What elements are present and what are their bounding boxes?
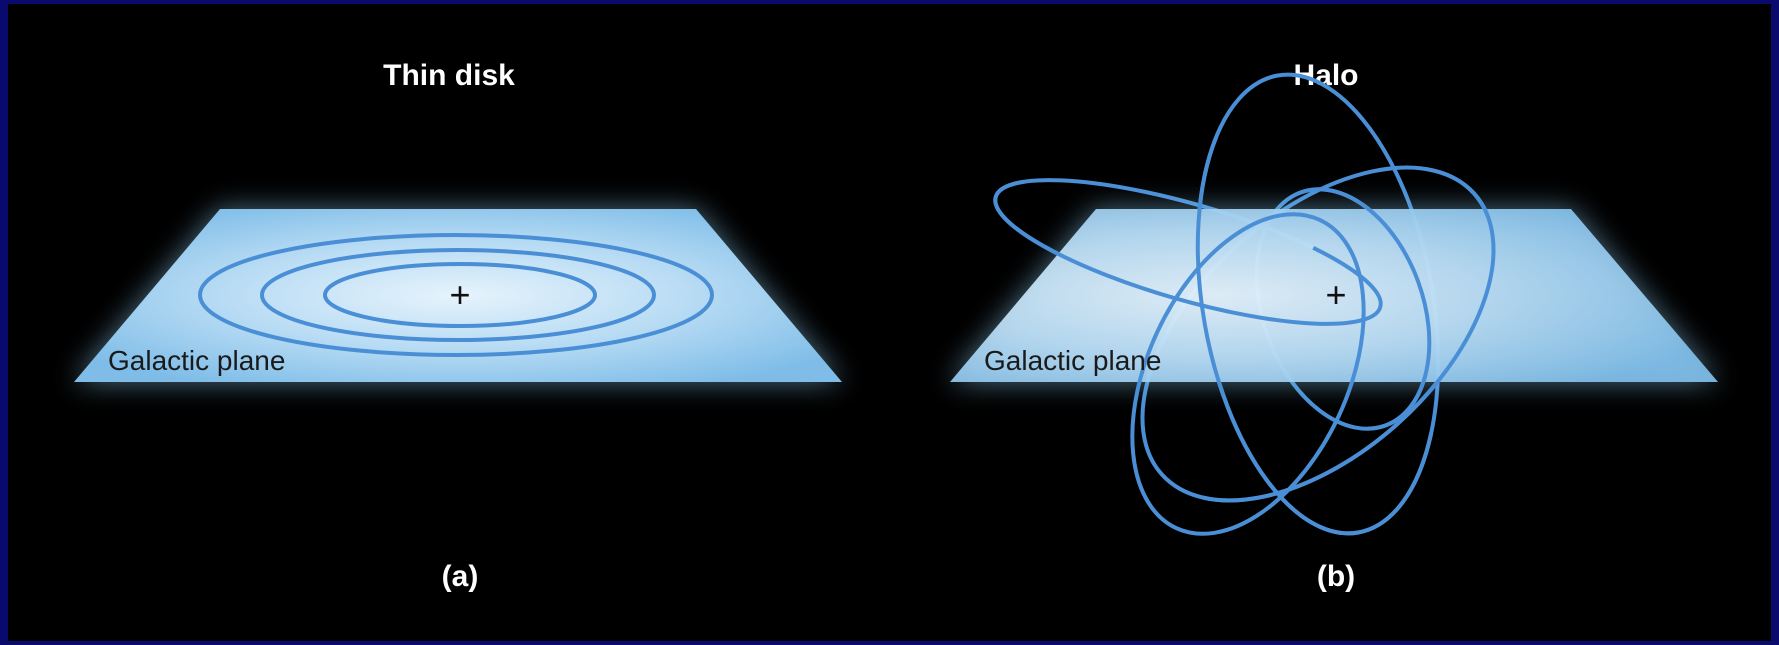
disk-orbit-outer (198, 233, 714, 357)
halo-orbit-small (1254, 187, 1432, 431)
galactic-orbits-diagram: Thin disk + Galactic plane (a) Halo (74, 59, 1718, 593)
plane-label-a: Galactic plane (108, 345, 285, 376)
halo-orbit-tall (1195, 72, 1441, 536)
plane-label-b: Galactic plane (984, 345, 1161, 376)
galactic-plane-b (950, 209, 1718, 382)
galactic-plane-a (74, 209, 842, 382)
halo-orbit-tilted (1140, 165, 1496, 503)
caption-a: (a) (442, 560, 479, 593)
halo-orbit-lower (1130, 212, 1366, 536)
caption-b: (b) (1317, 560, 1355, 593)
figure-frame: Thin disk + Galactic plane (a) Halo (8, 4, 1771, 641)
disk-orbit-middle (260, 248, 656, 342)
panel-halo: Halo + Galactic plane (b) (950, 59, 1718, 593)
panel-thin-disk: Thin disk + Galactic plane (a) (74, 59, 842, 593)
galactic-center-b: + (1325, 274, 1346, 315)
halo-orbits-front (993, 72, 1496, 536)
galactic-center-a: + (449, 274, 470, 315)
disk-orbits (198, 233, 714, 357)
disk-orbit-inner (323, 262, 597, 328)
panel-a-title: Thin disk (383, 59, 515, 92)
